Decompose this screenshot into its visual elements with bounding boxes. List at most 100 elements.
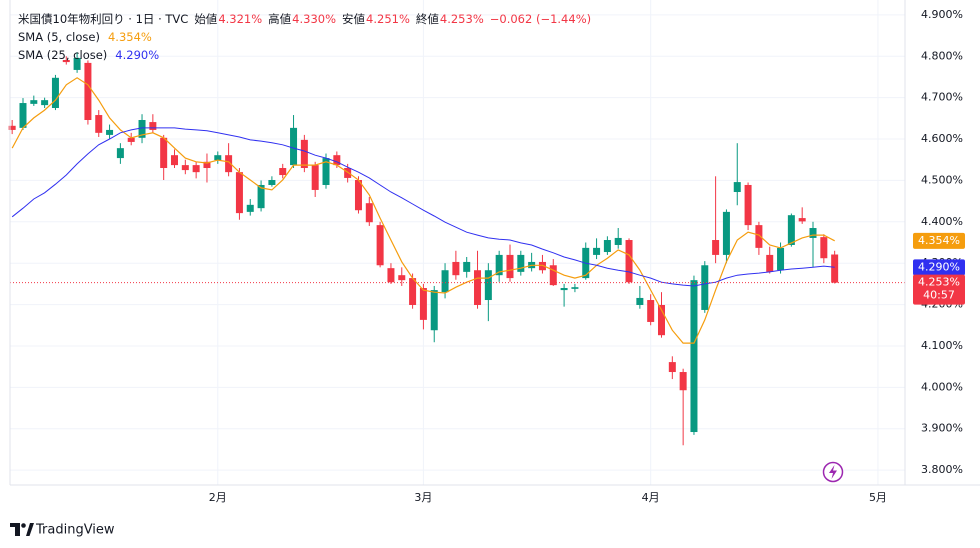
x-tick-label: 5月 [869, 491, 887, 504]
candle-body [8, 125, 16, 130]
candle-body [474, 270, 482, 305]
candle-body [51, 77, 59, 109]
price-badge-label: 4.354% [918, 234, 960, 247]
candle-body [538, 261, 546, 271]
candle-body [409, 278, 417, 305]
ohlc-value: 4.321% [218, 12, 263, 26]
ohlc-label: 始値 [194, 12, 218, 26]
candle-body [84, 62, 92, 121]
candle-body [116, 148, 124, 159]
candle-body [831, 254, 839, 283]
candle-body [214, 155, 222, 161]
price-badge [913, 259, 965, 276]
ohlc-label: 終値 [415, 12, 439, 26]
candle-body [463, 261, 471, 272]
indicator-row[interactable]: SMA (5, close) 4.354% [18, 28, 597, 46]
candle-body [549, 265, 557, 286]
candle-body [365, 203, 373, 223]
header-row: 米国債10年物利回り · 1日 · TVC 始値 4.321% 高値 4.330% … [18, 10, 597, 28]
candle-body [712, 240, 720, 255]
plot-layer [8, 52, 905, 446]
candle-body [149, 122, 157, 130]
candle-body [517, 254, 525, 272]
candle-body [787, 215, 795, 245]
sma-line [11, 127, 835, 287]
candle-body [571, 287, 579, 289]
x-tick-label: 2月 [209, 491, 227, 504]
candle-body [809, 228, 817, 238]
y-tick-label: 4.100% [921, 339, 963, 352]
candle-body [636, 297, 644, 305]
x-tick-label: 4月 [642, 491, 660, 504]
candle-body [333, 155, 341, 166]
candle-body [257, 184, 265, 209]
candle-body [798, 218, 806, 222]
candle-body [387, 268, 395, 283]
y-tick-label: 4.600% [921, 132, 963, 145]
candle-body [733, 182, 741, 193]
candle-body [138, 120, 146, 138]
candle-body [354, 180, 362, 211]
price-badge [913, 232, 965, 249]
last-price-label: 4.253% [918, 276, 960, 289]
candle-body [106, 129, 114, 135]
y-tick-label: 4.900% [921, 8, 963, 21]
candle-body [690, 280, 698, 433]
badge-layer: 4.354% 4.290% 4.253%40:57 [913, 232, 965, 305]
grid-layer [10, 0, 905, 485]
candle-body [452, 261, 460, 276]
candle-body [647, 300, 655, 322]
brand-name: TradingView [35, 523, 115, 538]
sma-line [11, 77, 835, 344]
y-tick-label: 3.800% [921, 463, 963, 476]
candle-body [376, 225, 384, 266]
legend: 米国債10年物利回り · 1日 · TVC 始値 4.321% 高値 4.330% … [18, 10, 597, 64]
indicator-name: SMA (5, close) [18, 30, 100, 44]
candle-body [430, 290, 438, 331]
candle-body [344, 168, 352, 178]
candle-body [614, 237, 622, 245]
candle-body [603, 240, 611, 253]
indicator-name: SMA (25, close) [18, 48, 108, 62]
candle-body [192, 165, 200, 173]
alert-icon[interactable] [822, 461, 844, 483]
candle-body [668, 362, 676, 373]
candle-body [160, 137, 168, 169]
y-tick-label: 3.900% [921, 422, 963, 435]
ohlc-label: 高値 [268, 12, 292, 26]
candle-body [170, 155, 178, 166]
candle-body [777, 247, 785, 271]
symbol-title: 米国債10年物利回り · 1日 · TVC [18, 12, 189, 26]
candle-body [755, 225, 763, 248]
candle-body [766, 254, 774, 272]
axis-layer: 4.900%4.800%4.700%4.600%4.500%4.400%4.30… [209, 8, 963, 504]
candle-body [484, 270, 492, 301]
candle-body [679, 372, 687, 391]
x-tick-label: 3月 [414, 491, 432, 504]
brand-logo[interactable]: TradingView [10, 523, 115, 538]
candle-body [181, 165, 189, 171]
ohlc-value: 4.251% [366, 12, 410, 26]
candle-body [73, 57, 81, 70]
y-tick-label: 4.500% [921, 173, 963, 186]
candle-body [235, 172, 243, 214]
candle-body [41, 100, 49, 106]
candle-body [441, 270, 449, 293]
candle-body [657, 304, 665, 336]
candle-body [19, 103, 27, 128]
ohlc-value: 4.253% [439, 12, 484, 26]
candle-body [203, 161, 211, 169]
y-tick-label: 4.800% [921, 49, 963, 62]
candle-body [225, 155, 233, 173]
candle-body [820, 237, 828, 259]
indicator-row[interactable]: SMA (25, close) 4.290% [18, 46, 597, 64]
indicator-value: 4.290% [115, 48, 160, 62]
candle-body [268, 180, 276, 185]
candle-body [701, 265, 709, 310]
candle-body [30, 100, 38, 104]
candle-body [560, 288, 568, 291]
candle-body [95, 115, 103, 133]
candle-body [311, 165, 319, 190]
indicator-value: 4.354% [107, 30, 152, 44]
